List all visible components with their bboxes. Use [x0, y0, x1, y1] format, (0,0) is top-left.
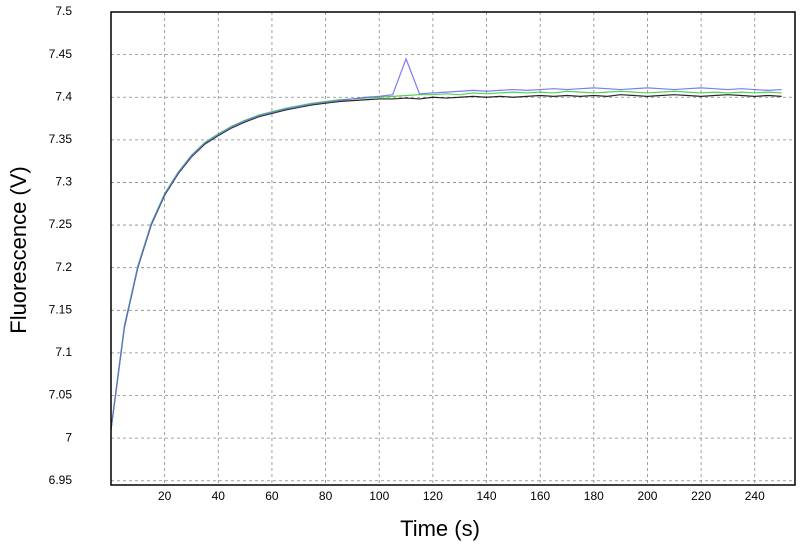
y-tick-label: 7.15	[49, 302, 73, 316]
x-tick-label: 140	[477, 489, 497, 503]
x-tick-label: 20	[158, 489, 172, 503]
x-tick-label: 160	[530, 489, 550, 503]
x-tick-label: 100	[369, 489, 389, 503]
x-tick-label: 240	[745, 489, 765, 503]
y-tick-label: 7.2	[55, 260, 72, 274]
y-tick-label: 7.45	[49, 47, 73, 61]
y-tick-label: 7.3	[55, 175, 72, 189]
x-tick-label: 40	[212, 489, 226, 503]
y-tick-label: 7.35	[49, 132, 73, 146]
data-line	[110, 94, 782, 430]
data-line	[110, 57, 782, 430]
y-axis-label: Fluorescence (V)	[6, 166, 31, 334]
y-tick-label: 7.4	[55, 89, 72, 103]
y-tick-label: 7.25	[49, 217, 73, 231]
y-tick-label: 7	[65, 430, 72, 444]
x-tick-label: 220	[691, 489, 711, 503]
x-tick-label: 60	[265, 489, 279, 503]
y-tick-label: 7.1	[55, 345, 72, 359]
data-line	[110, 90, 782, 430]
y-tick-label: 7.5	[55, 4, 72, 18]
plot-frame	[110, 11, 796, 486]
x-axis-label: Time (s)	[400, 516, 480, 541]
y-tick-label: 6.95	[49, 473, 73, 487]
x-tick-label: 200	[637, 489, 657, 503]
x-tick-label: 180	[584, 489, 604, 503]
x-tick-label: 80	[319, 489, 333, 503]
x-tick-label: 120	[423, 489, 443, 503]
y-tick-label: 7.05	[49, 388, 73, 402]
